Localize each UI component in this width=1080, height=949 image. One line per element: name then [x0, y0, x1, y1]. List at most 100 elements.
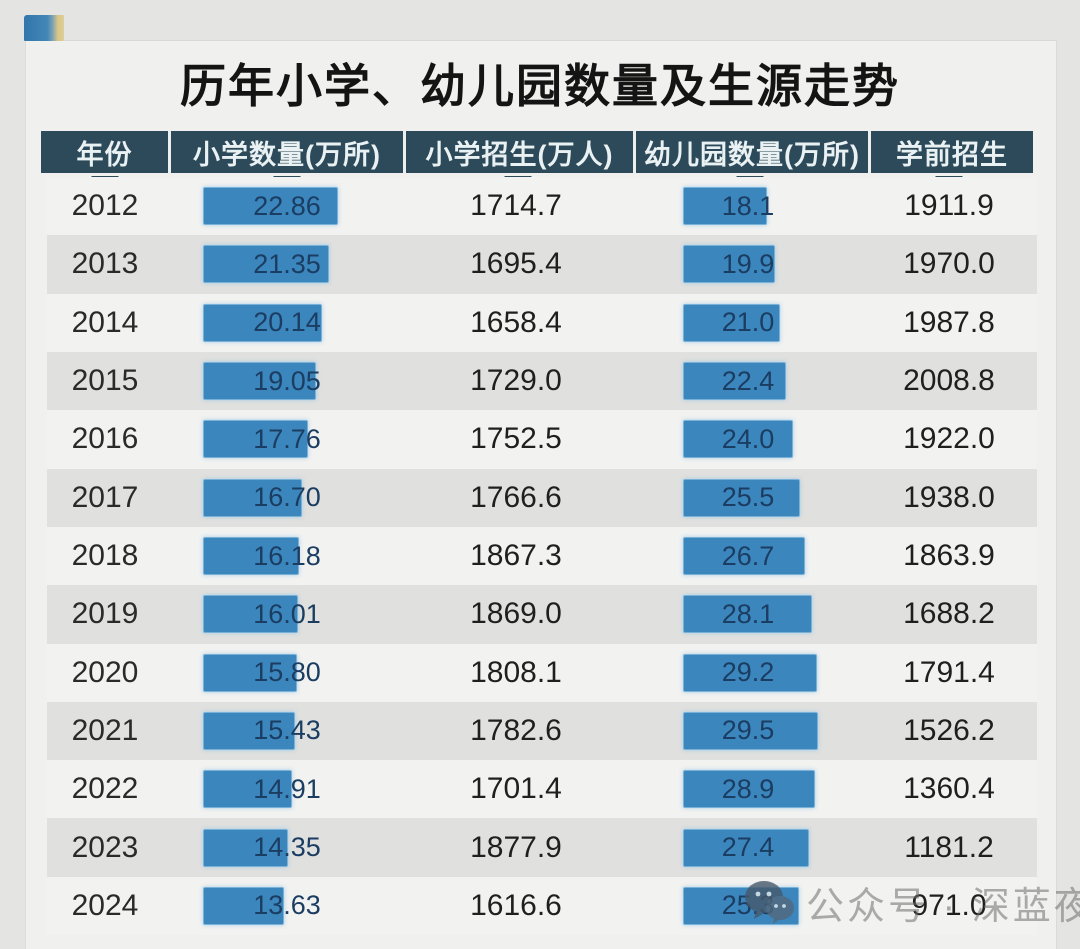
primary-schools-bar: 21.35 [203, 245, 329, 284]
kindergartens-bar-label: 25.5 [721, 482, 775, 513]
kindergartens-bar: 28.1 [683, 595, 812, 634]
primary-schools-bar: 14.91 [203, 770, 321, 809]
kindergartens-bar-label: 21.0 [721, 307, 775, 338]
kindergartens-bar: 24.0 [683, 420, 793, 459]
kindergartens-bar: 25.3 [683, 886, 799, 925]
preschool-enrollment-value: 1911.9 [904, 189, 994, 223]
kindergartens-bar: 21.0 [683, 303, 780, 342]
preschool-enrollment-value: 1863.9 [903, 539, 995, 573]
primary-enrollment-value: 1782.6 [470, 713, 562, 747]
table-row: 2015 19.05 1729.0 22.4 2008.8 [47, 351, 1037, 411]
table-row: 2022 14.91 1701.4 28.9 1360.4 [47, 760, 1037, 819]
corner-bookmark-icon [24, 15, 64, 41]
column-header-primary-schools: 小学数量(万所) [168, 131, 403, 173]
year-cell: 2012 [71, 189, 139, 223]
preschool-enrollment-value: 1970.0 [903, 247, 995, 281]
kindergartens-bar: 29.2 [683, 653, 817, 692]
kindergartens-bar: 19.9 [683, 245, 775, 284]
table-row: 2013 21.35 1695.4 19.9 1970.0 [47, 235, 1037, 294]
kindergartens-bar-label: 29.5 [721, 715, 775, 746]
table-header-row: 年份 小学数量(万所) 小学招生(万人) 幼儿园数量(万所) 学前招生 [41, 131, 1033, 173]
primary-schools-bar-label: 16.70 [253, 482, 321, 513]
primary-schools-bar-label: 22.86 [253, 190, 321, 221]
year-cell: 2018 [71, 539, 139, 573]
primary-enrollment-value: 1867.3 [470, 539, 562, 573]
year-cell: 2022 [71, 772, 139, 806]
kindergartens-bar-label: 26.7 [721, 540, 775, 571]
year-cell: 2016 [71, 422, 139, 456]
primary-schools-bar-label: 17.76 [253, 423, 321, 454]
primary-enrollment-value: 1658.4 [470, 305, 562, 339]
primary-schools-bar: 13.63 [203, 886, 321, 925]
kindergartens-bar-label: 24.0 [721, 423, 775, 454]
preschool-enrollment-value: 1688.2 [903, 597, 995, 631]
preschool-enrollment-value: 971.0 [911, 888, 987, 922]
page-title: 历年小学、幼儿园数量及生源走势 [180, 60, 900, 112]
primary-schools-bar-label: 16.01 [253, 598, 321, 629]
primary-schools-bar: 14.35 [203, 828, 321, 867]
year-cell: 2021 [71, 713, 139, 747]
primary-schools-bar-label: 13.63 [253, 890, 321, 921]
kindergartens-bar-label: 25.3 [721, 890, 775, 921]
year-cell: 2017 [71, 480, 139, 514]
table-row: 2018 16.18 1867.3 26.7 1863.9 [47, 526, 1037, 586]
primary-schools-bar: 15.80 [203, 653, 321, 692]
primary-schools-bar: 19.05 [203, 362, 321, 401]
primary-schools-bar-label: 14.91 [253, 773, 321, 804]
primary-schools-bar: 16.70 [203, 478, 321, 517]
kindergartens-bar: 18.1 [683, 187, 774, 226]
primary-enrollment-value: 1808.1 [470, 655, 562, 689]
table-row: 2019 16.01 1869.0 28.1 1688.2 [47, 585, 1037, 644]
kindergartens-bar-label: 28.9 [721, 773, 775, 804]
year-cell: 2023 [71, 830, 139, 864]
table-row: 2016 17.76 1752.5 24.0 1922.0 [47, 410, 1037, 469]
primary-schools-bar-label: 15.80 [253, 657, 321, 688]
column-header-year: 年份 [76, 139, 133, 170]
primary-enrollment-value: 1714.7 [470, 189, 562, 223]
primary-schools-bar-label: 15.43 [253, 715, 321, 746]
primary-enrollment-value: 1729.0 [470, 364, 562, 398]
table-row: 2017 16.70 1766.6 25.5 1938.0 [47, 468, 1037, 527]
kindergartens-bar: 26.7 [683, 537, 805, 576]
preschool-enrollment-value: 1922.0 [903, 422, 995, 456]
preschool-enrollment-value: 1791.4 [903, 655, 995, 689]
primary-schools-bar-label: 21.35 [253, 248, 321, 279]
table-row: 2020 15.80 1808.1 29.2 1791.4 [47, 643, 1037, 702]
table-row: 2012 22.86 1714.7 18.1 1911.9 [47, 177, 1037, 236]
preschool-enrollment-value: 2008.8 [903, 364, 995, 398]
table-row: 2024 13.63 1616.6 25.3 971.0 [47, 876, 1037, 936]
year-cell: 2015 [71, 364, 139, 398]
primary-schools-bar-label: 20.14 [253, 307, 321, 338]
kindergartens-bar-label: 18.1 [721, 190, 775, 221]
primary-schools-bar: 15.43 [203, 711, 321, 750]
year-cell: 2019 [71, 597, 139, 631]
kindergartens-bar: 29.5 [683, 711, 818, 750]
year-cell: 2020 [71, 655, 139, 689]
primary-schools-bar: 17.76 [203, 420, 321, 459]
primary-schools-bar: 20.14 [203, 303, 322, 342]
table-body: 2012 22.86 1714.7 18.1 1911.9 2013 21.35 1695.4… [47, 177, 1037, 936]
year-cell: 2013 [71, 247, 139, 281]
year-cell: 2024 [71, 888, 139, 922]
kindergartens-bar-label: 28.1 [721, 598, 775, 629]
column-header-kindergartens: 幼儿园数量(万所) [633, 131, 868, 173]
year-cell: 2014 [71, 305, 139, 339]
primary-enrollment-value: 1695.4 [470, 247, 562, 281]
primary-enrollment-value: 1766.6 [470, 480, 562, 514]
primary-enrollment-value: 1616.6 [470, 888, 562, 922]
preschool-enrollment-value: 1181.2 [904, 830, 994, 864]
kindergartens-bar: 28.9 [683, 770, 815, 809]
table-row: 2021 15.43 1782.6 29.5 1526.2 [47, 701, 1037, 761]
preschool-enrollment-value: 1987.8 [903, 305, 995, 339]
primary-enrollment-value: 1752.5 [470, 422, 562, 456]
preschool-enrollment-value: 1938.0 [903, 480, 995, 514]
primary-enrollment-value: 1701.4 [470, 772, 562, 806]
primary-schools-bar-label: 19.05 [253, 365, 321, 396]
preschool-enrollment-value: 1360.4 [903, 772, 995, 806]
kindergartens-bar-label: 19.9 [721, 248, 775, 279]
kindergartens-bar: 25.5 [683, 478, 800, 517]
kindergartens-bar: 22.4 [683, 362, 786, 401]
column-header-preschool-enrollment: 学前招生 [868, 131, 1033, 173]
table-row: 2014 20.14 1658.4 21.0 1987.8 [47, 293, 1037, 352]
